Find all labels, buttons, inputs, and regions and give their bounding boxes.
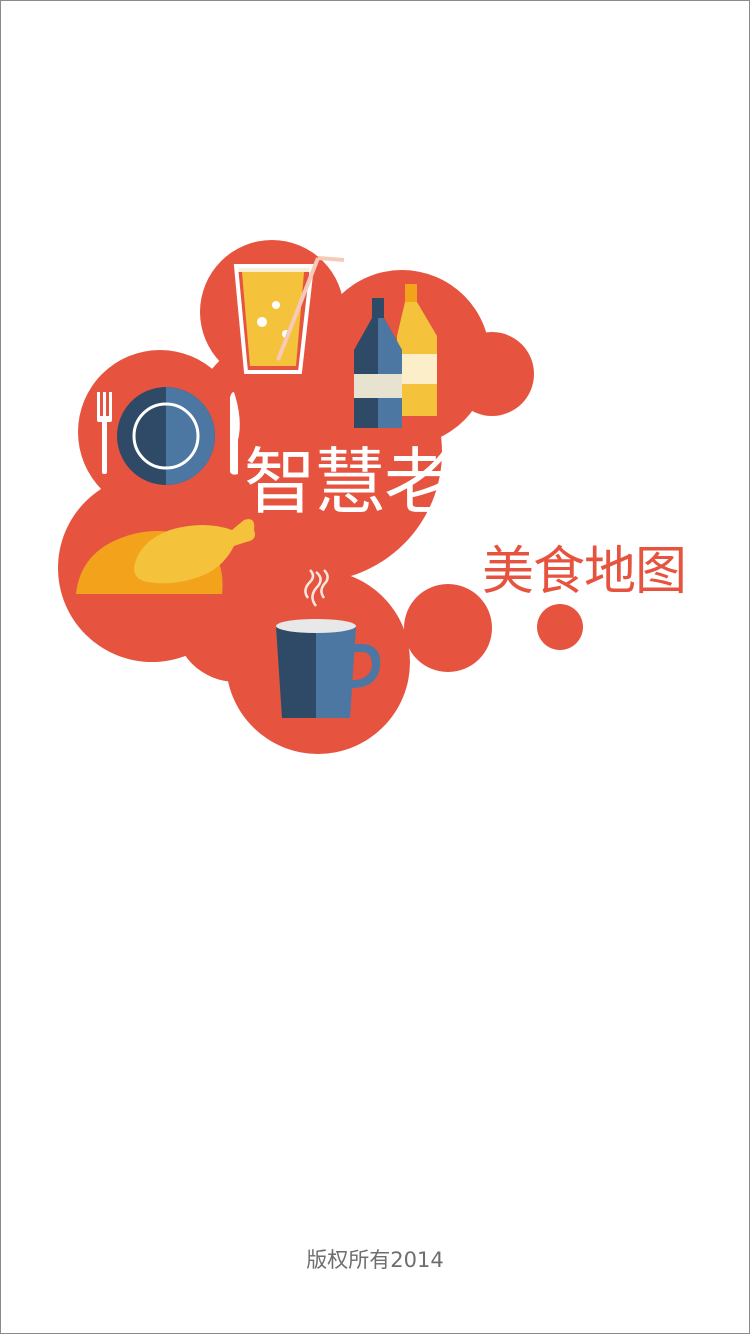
bottles-icon: [354, 284, 437, 428]
coffee-mug-icon: [276, 569, 381, 718]
app-subtitle: 美食地图: [482, 542, 687, 602]
copyright-text: 版权所有2014: [306, 1248, 444, 1272]
roast-chicken-icon: [76, 519, 255, 594]
knife-icon: [230, 392, 240, 475]
plate-icon: [117, 387, 215, 485]
app-title: 智慧老河口: [244, 440, 596, 524]
juice-glass-icon: [233, 256, 345, 374]
fork-icon: [97, 392, 112, 474]
